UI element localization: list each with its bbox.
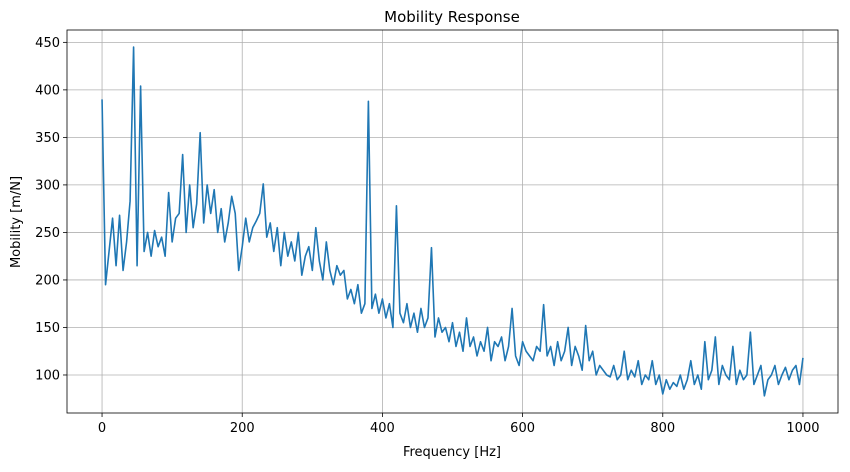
x-tick-label: 200: [230, 421, 255, 436]
y-tick-label: 450: [35, 36, 60, 51]
x-axis-label: Frequency [Hz]: [403, 445, 501, 460]
x-tick-label: 400: [370, 421, 395, 436]
y-tick-label: 100: [35, 368, 60, 383]
y-axis-label: Mobility [m/N]: [9, 176, 24, 268]
x-tick-label: 0: [98, 421, 106, 436]
y-tick-label: 400: [35, 83, 60, 98]
x-tick-label: 600: [510, 421, 535, 436]
y-tick-label: 150: [35, 321, 60, 336]
chart-title: Mobility Response: [384, 8, 520, 26]
y-tick-label: 250: [35, 226, 60, 241]
data-line: [101, 46, 804, 397]
plot-frame: [66, 29, 839, 414]
y-tick-label: 200: [35, 273, 60, 288]
x-tick-label: 1000: [786, 421, 819, 436]
y-tick-label: 350: [35, 131, 60, 146]
x-tick-label: 800: [650, 421, 675, 436]
y-tick-label: 300: [35, 178, 60, 193]
